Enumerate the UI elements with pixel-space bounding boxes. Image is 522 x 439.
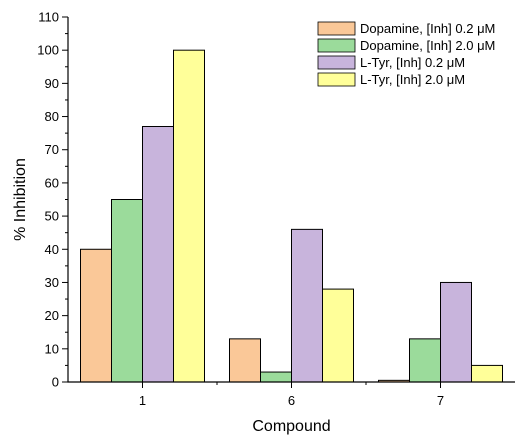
x-ticks-group: 1 6 7 — [139, 382, 444, 408]
legend-label-3: L-Tyr, [Inh] 0.2 μM — [360, 55, 465, 70]
legend-swatch-2 — [317, 38, 356, 53]
y-tick-label: 110 — [38, 10, 59, 25]
y-tick-label: 80 — [45, 109, 59, 124]
x-tick-label: 1 — [139, 393, 146, 408]
x-tick-label: 7 — [437, 393, 444, 408]
y-axis-title: % Inhibition — [12, 158, 29, 241]
bar-4-compound-6 — [322, 288, 354, 383]
y-tick-label: 100 — [37, 43, 59, 58]
legend-swatch-1 — [317, 21, 356, 36]
bars-group — [80, 49, 503, 383]
legend-swatch-4 — [317, 72, 356, 87]
y-tick-label: 40 — [45, 242, 59, 257]
legend-label-1: Dopamine, [Inh] 0.2 μM — [360, 21, 495, 36]
bar-4-compound-1 — [173, 49, 205, 383]
bar-4-compound-7 — [471, 364, 503, 383]
bar-1-compound-1 — [80, 248, 112, 383]
bar-2-compound-1 — [111, 199, 143, 383]
bar-3-compound-7 — [440, 281, 472, 383]
legend: Dopamine, [Inh] 0.2 μM Dopamine, [Inh] 2.… — [317, 21, 495, 87]
bar-3-compound-6 — [291, 228, 323, 383]
bar-3-compound-1 — [142, 126, 174, 383]
y-tick-label: 70 — [45, 142, 59, 157]
y-ticks-group: 0 10 20 30 40 50 60 70 80 90 100 110 — [37, 10, 68, 390]
legend-swatch-3 — [317, 55, 356, 70]
legend-label-2: Dopamine, [Inh] 2.0 μM — [360, 38, 495, 53]
bar-2-compound-7 — [409, 338, 441, 383]
y-tick-label: 90 — [45, 76, 59, 91]
x-tick-label: 6 — [288, 393, 295, 408]
y-tick-label: 20 — [45, 308, 59, 323]
y-tick-label: 50 — [45, 209, 59, 224]
bar-2-compound-6 — [260, 371, 292, 383]
legend-label-4: L-Tyr, [Inh] 2.0 μM — [360, 72, 465, 87]
y-tick-label: 10 — [45, 341, 59, 356]
y-tick-label: 30 — [45, 275, 59, 290]
bar-1-compound-6 — [229, 338, 261, 383]
y-tick-label: 0 — [52, 375, 59, 390]
y-tick-label: 60 — [45, 175, 59, 190]
x-axis-title: Compound — [252, 418, 330, 435]
